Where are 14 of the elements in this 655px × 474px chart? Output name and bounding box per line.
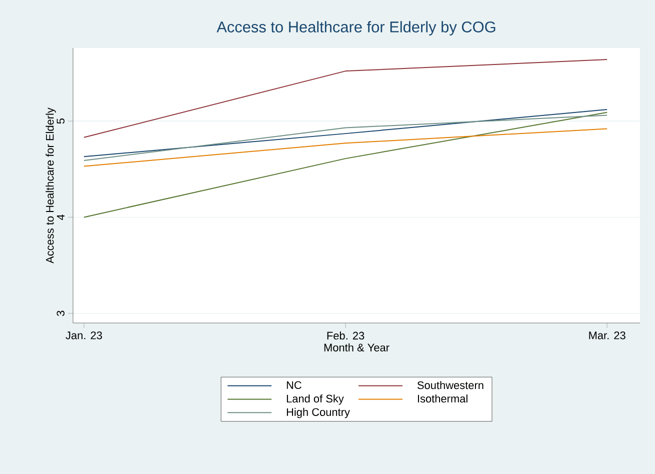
legend-label: High Country xyxy=(286,408,350,418)
legend-label: Land of Sky xyxy=(286,394,344,405)
x-axis-title: Month & Year xyxy=(324,343,390,352)
legend-label: Southwestern xyxy=(417,381,484,390)
legend-label: NC xyxy=(286,381,302,389)
y-tick-label: 3 xyxy=(56,310,64,316)
y-tick-label: 4 xyxy=(56,214,64,220)
x-tick-label: Jan. 23 xyxy=(66,332,102,340)
x-tick-label: Feb. 23 xyxy=(327,332,364,340)
chart-title: Access to Healthcare for Elderly by COG xyxy=(216,21,496,36)
y-axis-title: Access to Healthcare for Elderly xyxy=(46,108,56,264)
x-tick-label: Mar. 23 xyxy=(589,332,626,340)
y-tick-label: 5 xyxy=(56,118,64,124)
legend-label: Isothermal xyxy=(418,394,468,403)
